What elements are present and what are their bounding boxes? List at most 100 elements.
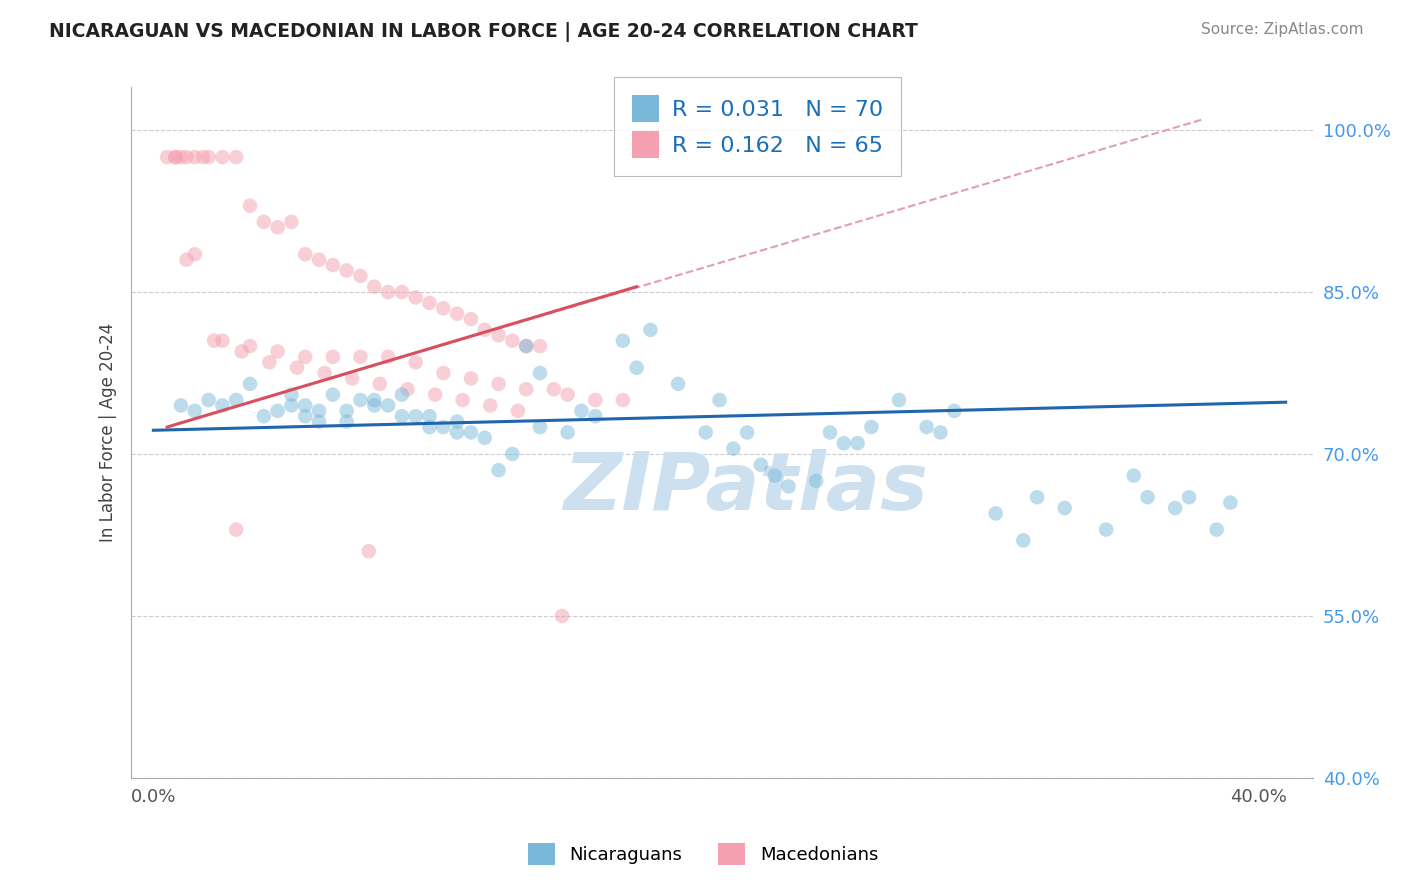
Text: Source: ZipAtlas.com: Source: ZipAtlas.com (1201, 22, 1364, 37)
Point (551, 609, 574, 624)
Point (418, 409, 440, 424)
Point (832, 436, 855, 450)
Point (515, 339, 537, 353)
Point (432, 366, 454, 380)
Point (1178, 490, 1201, 504)
Point (1012, 533, 1035, 548)
Point (446, 415, 468, 429)
Point (405, 355, 427, 369)
Point (197, 392, 219, 407)
Point (294, 247, 316, 261)
Point (363, 279, 385, 293)
Point (640, 323, 662, 337)
Point (432, 301, 454, 316)
Point (749, 458, 772, 472)
Point (259, 355, 281, 369)
Point (479, 399, 502, 413)
Point (184, 150, 207, 164)
Point (176, 150, 198, 164)
Point (612, 334, 634, 348)
Point (1026, 490, 1049, 504)
Point (418, 420, 440, 434)
Point (446, 425, 468, 440)
Point (451, 392, 474, 407)
Point (211, 150, 233, 164)
Point (860, 420, 883, 434)
Point (377, 285, 399, 299)
Point (405, 290, 427, 304)
Point (266, 220, 288, 235)
Point (308, 415, 330, 429)
Point (501, 447, 523, 461)
Point (280, 399, 302, 413)
Legend: Nicaraguans, Macedonians: Nicaraguans, Macedonians (519, 834, 887, 874)
Point (887, 392, 910, 407)
Point (294, 399, 316, 413)
Point (778, 479, 800, 493)
Point (211, 399, 233, 413)
Point (391, 409, 413, 424)
Point (529, 420, 551, 434)
Point (763, 468, 786, 483)
Y-axis label: In Labor Force | Age 20-24: In Labor Force | Age 20-24 (100, 323, 117, 542)
Point (723, 442, 745, 456)
Point (322, 258, 344, 272)
Point (368, 376, 391, 391)
Point (626, 360, 648, 375)
Point (170, 150, 193, 164)
Point (557, 425, 579, 440)
Point (377, 399, 399, 413)
Point (231, 344, 253, 359)
Point (349, 350, 371, 364)
Point (529, 366, 551, 380)
Point (804, 474, 827, 488)
Point (225, 392, 247, 407)
Point (1053, 501, 1076, 516)
Point (583, 409, 606, 424)
Point (165, 150, 187, 164)
Point (405, 409, 427, 424)
Point (340, 371, 363, 385)
Point (202, 334, 225, 348)
Point (314, 366, 336, 380)
Point (571, 404, 593, 418)
Point (363, 392, 385, 407)
Point (501, 334, 523, 348)
Point (460, 425, 482, 440)
Point (349, 392, 371, 407)
Point (294, 350, 316, 364)
Point (460, 371, 482, 385)
Point (266, 404, 288, 418)
Point (474, 323, 496, 337)
Point (308, 252, 330, 267)
Point (488, 328, 510, 343)
Point (197, 150, 219, 164)
Point (225, 150, 247, 164)
Point (846, 436, 869, 450)
Point (1136, 490, 1159, 504)
Point (280, 387, 302, 401)
Point (1164, 501, 1187, 516)
Point (488, 463, 510, 477)
Point (165, 150, 187, 164)
Point (191, 150, 214, 164)
Point (423, 387, 446, 401)
Point (557, 387, 579, 401)
Point (488, 376, 510, 391)
Point (695, 425, 717, 440)
Point (583, 392, 606, 407)
Point (377, 350, 399, 364)
Point (818, 425, 841, 440)
Text: NICARAGUAN VS MACEDONIAN IN LABOR FORCE | AGE 20-24 CORRELATION CHART: NICARAGUAN VS MACEDONIAN IN LABOR FORCE … (49, 22, 918, 42)
Point (225, 523, 247, 537)
Point (1205, 523, 1227, 537)
Point (322, 350, 344, 364)
Point (391, 387, 413, 401)
Point (506, 404, 529, 418)
Point (1122, 468, 1144, 483)
Point (336, 415, 359, 429)
Point (349, 268, 371, 283)
Point (253, 409, 276, 424)
Legend: R = 0.031   N = 70, R = 0.162   N = 65: R = 0.031 N = 70, R = 0.162 N = 65 (614, 78, 901, 176)
Point (239, 199, 262, 213)
